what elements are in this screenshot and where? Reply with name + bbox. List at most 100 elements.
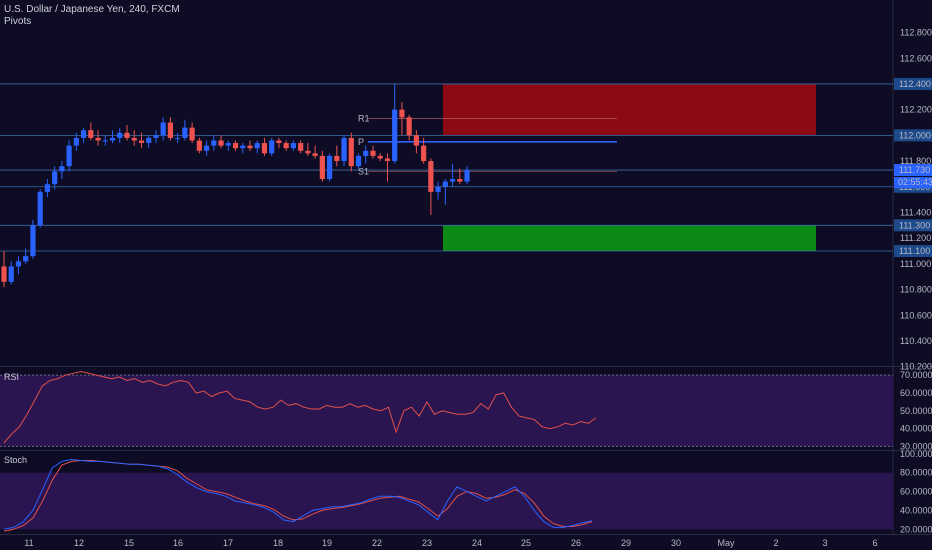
price-tick-label: 112.200 bbox=[900, 105, 932, 115]
price-tag-label: 111.300 bbox=[899, 220, 930, 230]
pivot-S1-label: S1 bbox=[358, 166, 369, 176]
time-tick-label: 30 bbox=[671, 538, 681, 548]
price-tick-label: 111.000 bbox=[900, 259, 931, 269]
candle-body bbox=[182, 127, 188, 138]
time-tick-label: 26 bbox=[571, 538, 581, 548]
rsi-tick-label: 70.0000 bbox=[900, 370, 932, 380]
rsi-line bbox=[3, 371, 597, 444]
candle-body bbox=[196, 140, 202, 151]
candle-body bbox=[254, 143, 260, 149]
price-tick-label: 112.600 bbox=[900, 53, 932, 63]
rsi-tick-label: 50.0000 bbox=[900, 406, 932, 416]
candle-body bbox=[95, 137, 101, 141]
stoch-k-line bbox=[3, 458, 593, 530]
indicator-label: Pivots bbox=[4, 16, 32, 27]
pivot-R1-label: R1 bbox=[358, 114, 370, 124]
time-tick-label: 29 bbox=[621, 538, 631, 548]
price-tick-label: 110.800 bbox=[900, 285, 932, 295]
candle-body bbox=[73, 137, 79, 146]
candle-body bbox=[319, 155, 325, 180]
candle-body bbox=[138, 140, 145, 144]
candle-body bbox=[399, 109, 405, 118]
time-tick-label: 18 bbox=[273, 538, 283, 548]
time-tick-label: 16 bbox=[173, 538, 183, 548]
candle-body bbox=[189, 127, 195, 141]
rsi-tick-label: 30.0000 bbox=[900, 441, 932, 451]
time-tick-label: 17 bbox=[223, 538, 233, 548]
candle-body bbox=[23, 256, 29, 262]
time-tick-label: 15 bbox=[124, 538, 134, 548]
candle-body bbox=[261, 143, 268, 154]
candle-body bbox=[66, 145, 72, 167]
candle-body bbox=[392, 109, 398, 162]
stoch-tick-label: 100.0000 bbox=[900, 449, 932, 459]
candle-body bbox=[428, 161, 434, 192]
candle-body bbox=[370, 150, 376, 156]
price-tick-label: 111.800 bbox=[900, 156, 931, 166]
candle-body bbox=[167, 122, 174, 138]
time-tick-label: 24 bbox=[472, 538, 482, 548]
resistance-zone bbox=[443, 83, 816, 136]
rsi-tick-label: 40.0000 bbox=[900, 424, 932, 434]
price-tick-label: 111.400 bbox=[900, 207, 931, 217]
candle-body bbox=[211, 140, 217, 146]
price-tag-label: 111.730 bbox=[899, 165, 930, 175]
candle-body bbox=[283, 143, 289, 149]
candle-body bbox=[276, 140, 282, 144]
candle-body bbox=[298, 143, 304, 151]
candle-body bbox=[449, 179, 456, 182]
time-tick-label: May bbox=[717, 538, 735, 548]
candle-body bbox=[15, 261, 22, 267]
candle-body bbox=[240, 145, 246, 149]
stoch-tick-label: 20.0000 bbox=[900, 524, 932, 534]
candle-body bbox=[377, 155, 383, 159]
price-tag-label: 112.000 bbox=[899, 130, 931, 140]
candle-body bbox=[312, 153, 318, 156]
candle-body bbox=[269, 140, 275, 154]
price-tick-label: 110.200 bbox=[900, 362, 932, 372]
candle-body bbox=[30, 225, 36, 257]
price-tick-label: 110.600 bbox=[900, 310, 932, 320]
candle-body bbox=[218, 140, 224, 146]
candle-body bbox=[153, 135, 159, 138]
price-tag bbox=[894, 129, 932, 142]
stoch-band bbox=[0, 472, 893, 530]
candle-body bbox=[247, 145, 253, 149]
candle-body bbox=[59, 166, 65, 172]
candle-body bbox=[124, 132, 130, 138]
time-tick-label: 3 bbox=[822, 538, 827, 548]
time-tick-label: 23 bbox=[422, 538, 432, 548]
price-tick-label: 112.800 bbox=[900, 28, 932, 38]
time-tick-label: 19 bbox=[322, 538, 332, 548]
price-tag-label: 111.100 bbox=[899, 246, 930, 256]
rsi-pane-title: RSI bbox=[4, 372, 19, 382]
candle-body bbox=[203, 145, 210, 151]
candle-body bbox=[290, 143, 296, 149]
time-tick-label: 11 bbox=[24, 538, 33, 548]
countdown-label: 02:55:43 bbox=[898, 177, 932, 187]
candle-body bbox=[355, 155, 362, 167]
candle-body bbox=[1, 266, 7, 282]
time-tick-label: 22 bbox=[372, 538, 382, 548]
candle-body bbox=[146, 137, 152, 144]
candle-body bbox=[232, 143, 239, 149]
candle-body bbox=[88, 130, 94, 138]
candle-body bbox=[52, 171, 58, 185]
time-tick-label: 12 bbox=[74, 538, 84, 548]
rsi-tick-label: 60.0000 bbox=[900, 388, 932, 398]
candle-body bbox=[421, 145, 427, 162]
price-tag bbox=[894, 245, 932, 257]
stoch-tick-label: 80.0000 bbox=[900, 468, 932, 478]
candle-body bbox=[37, 191, 43, 226]
candle-body bbox=[225, 143, 231, 146]
candle-body bbox=[348, 137, 354, 167]
candle-body bbox=[80, 130, 87, 138]
candle-body bbox=[341, 137, 347, 162]
time-tick-label: 6 bbox=[872, 538, 877, 548]
candle-body bbox=[384, 158, 391, 162]
candle-body bbox=[326, 155, 333, 180]
time-tick-label: 25 bbox=[521, 538, 531, 548]
candle-body bbox=[464, 170, 470, 182]
stoch-tick-label: 60.0000 bbox=[900, 487, 932, 497]
